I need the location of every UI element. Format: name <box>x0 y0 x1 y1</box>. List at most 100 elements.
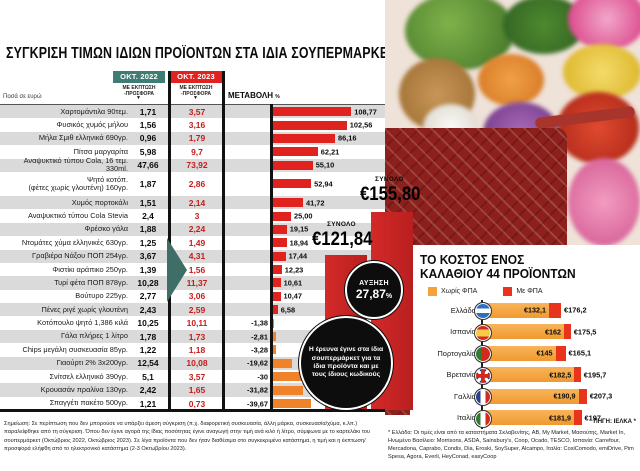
price-oct-2022: 0,96 <box>139 133 157 144</box>
change-bar <box>273 179 312 189</box>
price-oct-2023: 73,92 <box>186 160 208 171</box>
total-2023-label: ΣΥΝΟΛΟ <box>375 176 404 183</box>
table-row: Γραβιέρα Νάξου ΠΟΠ 254γρ. 3,67 4,31 17,44 <box>0 249 385 263</box>
basket-row: Ελλάδα €132,1 €176,2 <box>420 299 630 322</box>
basket-row: Βρετανία €182,5 €195,7 <box>420 364 630 386</box>
total-2022-value: €121,84 <box>312 229 373 250</box>
increase-badge: ΑΥΞΗΣΗ 27,87% <box>345 261 403 319</box>
change-column-header: ΜΕΤΑΒΟΛΗ % <box>228 91 280 100</box>
total-2022-label: ΣΥΝΟΛΟ <box>327 221 356 228</box>
change-value: -39,67 <box>247 399 268 408</box>
change-bar <box>273 133 335 143</box>
basket-panel-title: ΤΟ ΚΟΣΤΟΣ ΕΝΟΣ ΚΑΛΑΘΙΟΥ 44 ΠΡΟΪΟΝΤΩΝ <box>420 252 576 282</box>
france-flag-icon <box>474 388 492 407</box>
price-oct-2022: 5,1 <box>142 371 154 382</box>
change-bar <box>273 318 275 328</box>
chart-axis <box>270 104 273 410</box>
table-row: Τυρί φέτα ΠΟΠ 878γρ. 10,28 11,37 10,61 <box>0 276 385 290</box>
country-label: Ελλάδα <box>450 305 476 315</box>
product-label: Μήλα Σμιθ ελληνικά 690γρ. <box>38 133 128 143</box>
country-label: Ισπανία <box>450 327 476 337</box>
price-oct-2023: 4,31 <box>188 251 206 262</box>
with-vat-value: €165,1 <box>568 348 592 358</box>
price-oct-2022: 5,98 <box>139 146 157 157</box>
table-row: Γιαούρτι 2% 3x200γρ. 12,54 10,08 -19,62 <box>0 356 385 371</box>
change-value: 19,15 <box>289 224 309 234</box>
price-oct-2023: 3,57 <box>188 371 206 382</box>
increase-value: 27,87% <box>355 286 393 301</box>
change-bar <box>273 372 302 382</box>
arrow-right-icon <box>167 238 187 302</box>
without-vat-value: €182,5 <box>549 370 572 380</box>
change-bar <box>273 332 276 342</box>
change-value: 108,77 <box>354 107 377 117</box>
basket-country-rows: Ελλάδα €132,1 €176,2 Ισπανία €162 €175,5 Πορτο… <box>420 299 630 429</box>
basket-row: Ιταλία €181,9 €197 <box>420 407 630 429</box>
change-value: -19,62 <box>247 358 268 368</box>
change-bar <box>273 265 282 275</box>
bananas <box>563 44 640 100</box>
without-vat-bar: €181,9 <box>483 410 574 426</box>
basket-bars: €162 €175,5 <box>474 321 630 343</box>
basket-bars: €182,5 €195,7 <box>474 364 630 386</box>
table-row: Ψητό κοτόπ. (φέτες χωρίς γλουτένη) 160γρ… <box>0 172 385 196</box>
methodology-note-text: Η έρευνα έγινε στα ίδια σουπερμάρκετ για… <box>308 346 384 379</box>
without-vat-bar: €145 <box>483 345 556 361</box>
oranges <box>478 54 544 106</box>
with-vat-value: €195,7 <box>583 370 607 380</box>
vat-segment-bar <box>574 367 581 383</box>
table-row: Βούτυρο 225γρ. 2,77 3,06 10,47 <box>0 290 385 303</box>
product-label: Σπαγγέτι πακέτο 500γρ. <box>49 398 128 408</box>
product-label: Γάλα πλήρες 1 λίτρο <box>60 331 128 341</box>
change-bar <box>273 160 313 170</box>
change-value: -1,38 <box>251 318 268 328</box>
product-label: Πίτσα μαργαρίτα <box>73 146 128 156</box>
change-bar <box>273 399 311 408</box>
change-bar <box>273 147 318 157</box>
product-label: Φρέσκο γάλα <box>84 224 128 234</box>
price-oct-2022: 1,22 <box>139 344 157 355</box>
change-bar <box>273 305 278 315</box>
price-oct-2022: 1,78 <box>139 331 157 342</box>
change-value: 62,21 <box>320 147 340 157</box>
with-vat-value: €175,5 <box>573 327 597 337</box>
price-oct-2022: 1,87 <box>139 178 157 189</box>
table-row: Ντομάτες χύμα ελληνικές 630γρ. 1,25 1,49 18… <box>0 236 385 249</box>
change-value: 18,94 <box>289 238 309 248</box>
basket-row: Γαλλία €190,9 €207,3 <box>420 385 630 408</box>
price-oct-2023: 3,57 <box>188 106 206 117</box>
vat-segment-bar <box>555 345 566 361</box>
price-oct-2023: 10,08 <box>186 358 208 369</box>
source-label: ΠΗΓΗ: ΙΕΛΚΑ * <box>593 419 636 425</box>
change-bar <box>273 251 286 261</box>
uk-flag-icon <box>474 366 492 385</box>
change-bar <box>273 198 303 208</box>
column-header-oct-2023: ΟΚΤ. 2023 <box>170 71 222 83</box>
orange-swatch-icon <box>428 286 437 296</box>
price-oct-2022: 10,28 <box>137 277 159 288</box>
product-label: Βούτυρο 225γρ. <box>75 291 128 301</box>
product-label: Φιστίκι αράπικο 250γρ. <box>52 264 128 274</box>
table-row: Γάλα πλήρες 1 λίτρο 1,78 1,73 -2,81 <box>0 329 385 344</box>
country-label: Πορτογαλία <box>437 348 476 358</box>
vat-segment-bar <box>549 302 561 318</box>
table-row: Χυμός πορτοκάλι 1,51 2,14 41,72 <box>0 195 385 210</box>
table-row: Chips μεγάλη συσκευασία 85γρ. 1,22 1,18 -3,… <box>0 343 385 356</box>
change-value: 6,58 <box>280 305 296 315</box>
discount-sublabel-2022: ΜΕ ΕΚΠΤΩΣΗ -ΠΡΟΣΦΟΡΑ <box>122 85 156 97</box>
spain-flag-icon <box>474 323 492 342</box>
table-row: Μήλα Σμιθ ελληνικά 690γρ. 0,96 1,79 86,16 <box>0 131 385 146</box>
vat-segment-bar <box>574 410 582 426</box>
total-2023-value: €155,80 <box>360 184 421 205</box>
triangle-down-icon: ▼ <box>193 95 198 101</box>
table-bottom-border <box>0 409 385 412</box>
change-bar <box>273 278 281 288</box>
table-row: Πίτσα μαργαρίτα 5,98 9,7 62,21 <box>0 145 385 158</box>
table-row: Αναψυκτικό τύπου Cola, 16 τεμ. 330ml. 47,… <box>0 156 385 173</box>
basket-row: Ισπανία €162 €175,5 <box>420 321 630 343</box>
price-oct-2022: 1,25 <box>139 237 157 248</box>
without-vat-bar: €162 <box>483 324 564 340</box>
with-vat-value: €197 <box>584 413 601 423</box>
price-oct-2022: 47,66 <box>137 160 159 171</box>
